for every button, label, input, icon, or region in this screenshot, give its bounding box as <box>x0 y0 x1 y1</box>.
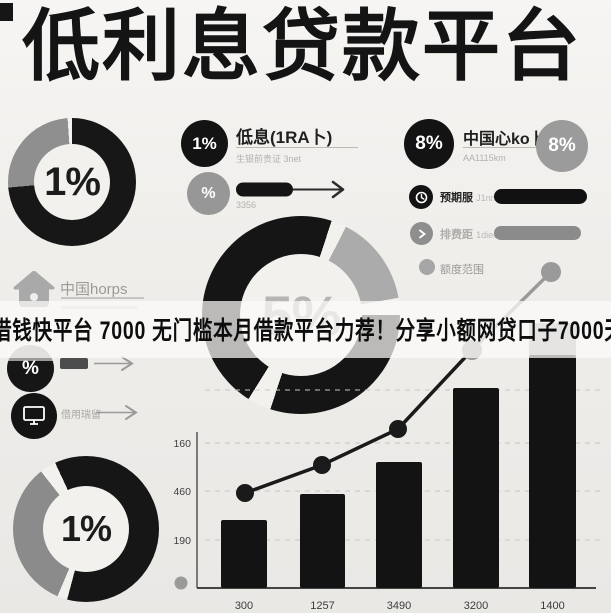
row-label-range: 排费距 1died <box>440 229 499 241</box>
china-subtext: AA1115km <box>463 153 506 163</box>
china-percent-badge-dark: 8% <box>404 119 454 169</box>
interest-subtext: 生银前贵证 3net <box>236 154 302 164</box>
arrow-right-icon <box>236 180 345 199</box>
interest-caption: 3356 <box>236 200 257 210</box>
interest-percent-badge: 1% <box>181 120 228 167</box>
svg-text:160: 160 <box>173 438 191 450</box>
china-percent-badge-gray: 8% <box>536 120 588 172</box>
page-title: 低利息贷款平台 <box>22 2 583 90</box>
bullet-dot-icon <box>419 259 435 275</box>
svg-text:460: 460 <box>173 486 191 498</box>
corner-mark <box>0 3 13 21</box>
promo-banner-text: 借钱快平台 7000 无门槛本月借款平台力荐！分享小额网贷口子7000天 <box>0 317 611 345</box>
row-label-term: 预期服 J1nm <box>440 192 499 204</box>
interest-heading: 低息(1RA卜) <box>236 128 333 147</box>
brand-name: 中国horps <box>60 281 128 298</box>
arrow-right-icon <box>96 405 138 420</box>
donut-chart-bottom-left: 1% <box>13 456 159 602</box>
china-heading: 中国心ko卜 <box>463 131 546 148</box>
arrow-right-icon <box>60 356 134 371</box>
donut-value: 1% <box>60 508 112 549</box>
svg-text:1400: 1400 <box>540 600 564 612</box>
progress-bar-dark <box>494 189 587 204</box>
svg-text:1257: 1257 <box>310 600 334 612</box>
svg-text:190: 190 <box>173 535 191 547</box>
percent-sign-badge: % <box>187 172 230 215</box>
row-label-quota: 额度范围 <box>440 264 484 276</box>
monitor-icon <box>11 393 57 439</box>
divider <box>463 147 585 148</box>
svg-text:3200: 3200 <box>464 600 488 612</box>
clock-icon <box>409 185 433 209</box>
monitor-row-label: 借用瑞留 <box>61 410 101 421</box>
progress-bar-gray <box>494 226 581 240</box>
svg-text:3490: 3490 <box>387 600 411 612</box>
chevron-right-icon <box>410 222 433 245</box>
divider <box>236 147 358 148</box>
svg-text:300: 300 <box>235 600 253 612</box>
donut-value: 1% <box>44 159 101 204</box>
donut-chart-top-left: 1% <box>8 118 136 246</box>
divider <box>61 297 144 299</box>
promo-banner: 借钱快平台 7000 无门槛本月借款平台力荐！分享小额网贷口子7000天 <box>0 301 611 358</box>
